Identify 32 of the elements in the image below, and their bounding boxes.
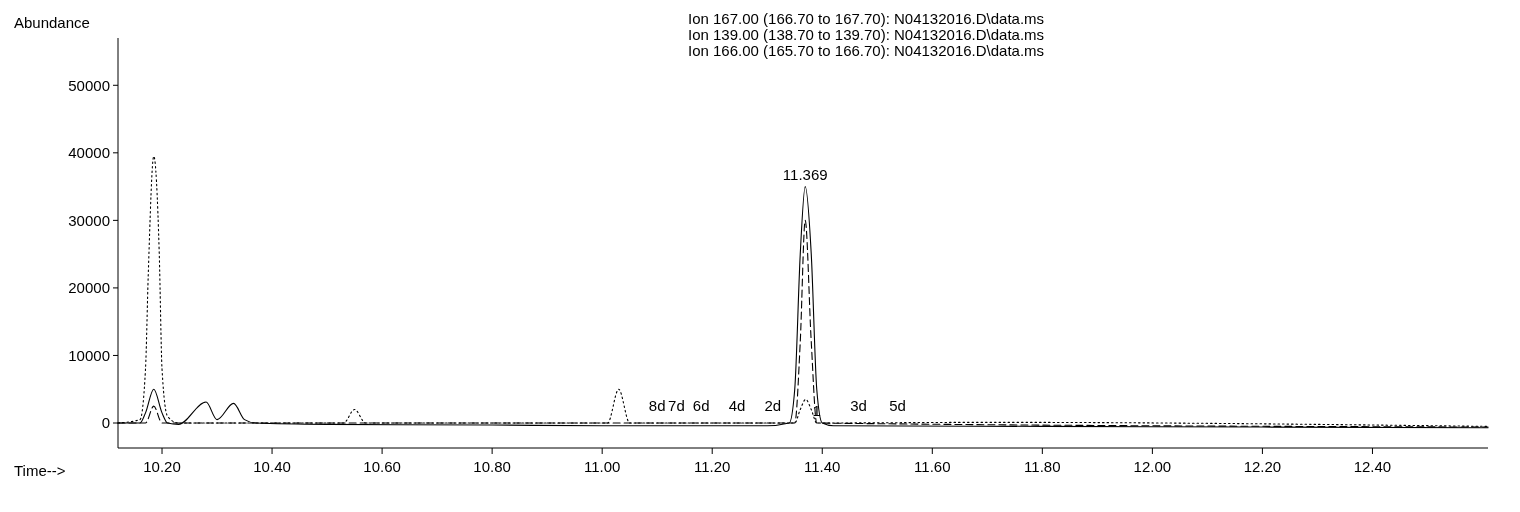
annotation: 4d: [728, 396, 746, 414]
annotation: 5d: [889, 396, 906, 414]
x-tick-label: 11.80: [1024, 458, 1061, 475]
annotation: 7d: [668, 396, 685, 414]
text: Ion 167.00 (166.70 to 167.70): N04132016.D\data.ms: [688, 10, 1045, 27]
x-tick-label: 12.00: [1133, 458, 1172, 475]
annotation: 11.369: [782, 165, 828, 183]
x-tick-label: 11.20: [694, 458, 731, 475]
y-tick-label: 30000: [68, 211, 110, 229]
annotation: 6d: [692, 396, 710, 414]
annotation: 3d: [850, 396, 867, 414]
y-axis-title: Abundance: [14, 14, 90, 31]
x-tick-label: 11.40: [804, 458, 841, 475]
x-tick-label: 10.80: [473, 458, 511, 475]
y-tick-label: 20000: [68, 279, 110, 297]
y-tick-label: 10000: [68, 346, 110, 364]
x-tick-label: 12.20: [1243, 458, 1282, 475]
x-tick-label: 10.20: [143, 458, 181, 475]
annotation: 1: [812, 402, 821, 420]
annotation: 2d: [764, 396, 782, 414]
x-tick-label: 11.60: [914, 458, 951, 475]
x-tick-label: 10.40: [253, 458, 291, 475]
y-tick-label: 50000: [68, 76, 110, 94]
y-tick-label: 40000: [68, 144, 110, 162]
annotation: Ion 139.00 (138.70 to 139.70): N04132016.D\data.ms: [688, 26, 1045, 43]
y-tick-label: 0: [101, 414, 110, 432]
x-axis-title: Time-->: [14, 462, 66, 479]
x-tick-label: 11.00: [583, 458, 621, 475]
x-tick-label: 10.60: [363, 458, 401, 475]
annotation: 8d: [648, 396, 666, 414]
x-tick-label: 12.40: [1353, 458, 1392, 475]
annotation: Ion 166.00 (165.70 to 166.70): N04132016.D\data.ms: [688, 42, 1045, 59]
